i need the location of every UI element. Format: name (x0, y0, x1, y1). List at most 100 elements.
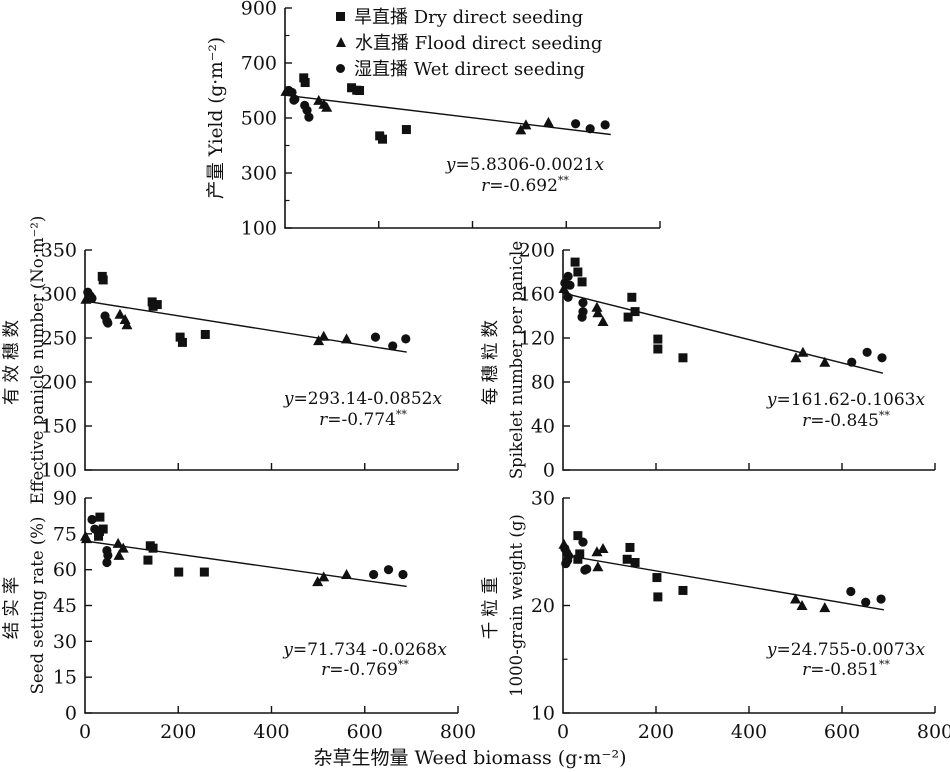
x-axis-tick-label: 0 (557, 721, 569, 743)
data-point-triangle (113, 549, 125, 560)
data-point-triangle (80, 533, 92, 544)
data-point-square (177, 337, 187, 347)
data-point-square (148, 301, 158, 311)
data-point-triangle (597, 316, 609, 326)
y-axis-tick-label: 0 (65, 703, 77, 725)
data-point-circle (876, 594, 886, 604)
y-axis-title-en: Effective panicle number (No·m⁻²) (28, 216, 47, 505)
data-point-square (401, 125, 411, 135)
y-axis-tick-label: 500 (241, 108, 277, 130)
data-point-square (575, 549, 585, 559)
legend-label: 旱直播 Dry direct seeding (354, 7, 584, 28)
triangle-marker-icon (336, 37, 346, 47)
data-point-square (573, 267, 583, 277)
data-point-triangle (591, 546, 603, 557)
legend-item-wet: 湿直播 Wet direct seeding (336, 55, 602, 81)
data-point-circle (577, 312, 587, 322)
data-point-square (678, 353, 688, 363)
regression-line (84, 540, 407, 588)
data-point-triangle (321, 101, 333, 112)
x-axis-tick-label: 200 (638, 721, 674, 743)
data-point-square (573, 554, 583, 564)
y-axis-tick-label: 15 (53, 667, 77, 689)
data-point-triangle (592, 307, 604, 318)
data-point-square (577, 277, 587, 287)
chart-yield: 100 300 500 700 900 y=5.8306-0.0021xr=-0.692*… (206, 0, 661, 240)
chart-panicle: 100 150 200 250 300 350 y=293.14-0.0852xr=-0.7… (2, 216, 459, 505)
data-point-circle (90, 524, 100, 534)
y-axis-tick-label: 10 (531, 703, 555, 725)
data-point-square (570, 257, 580, 267)
y-axis-tick-label: 150 (41, 416, 77, 438)
y-axis-tick-label: 0 (543, 460, 555, 482)
data-point-circle (571, 119, 581, 129)
equation-label: y=161.62-0.1063x (766, 390, 926, 410)
data-point-square (630, 307, 640, 317)
data-point-triangle (121, 319, 133, 330)
circle-marker-icon (336, 63, 345, 73)
data-point-square (355, 86, 365, 95)
data-point-triangle (592, 561, 604, 572)
y-axis-title-en: Spikelet number per panicle (507, 241, 526, 479)
data-point-square (653, 344, 663, 354)
regression-line (284, 94, 611, 136)
data-point-circle (861, 597, 871, 607)
data-point-circle (388, 341, 398, 351)
data-point-square (347, 83, 357, 93)
x-axis-tick-label: 600 (824, 721, 860, 743)
data-point-triangle (790, 593, 801, 604)
equation-label: y=5.8306-0.0021x (445, 155, 605, 175)
data-point-triangle (112, 537, 124, 548)
data-point-circle (401, 334, 411, 344)
y-axis-tick-label: 350 (41, 240, 77, 262)
regression-line (562, 292, 884, 374)
data-point-triangle (318, 571, 330, 582)
data-point-circle (87, 514, 97, 525)
data-point-square (98, 275, 108, 285)
data-point-square (148, 543, 158, 553)
data-point-triangle (341, 333, 353, 344)
data-point-square (623, 312, 633, 322)
legend-label: 水直播 Flood direct seeding (355, 33, 603, 54)
data-point-triangle (313, 94, 325, 105)
correlation-label: r=-0.774** (319, 408, 407, 430)
y-axis-title-en: 1000-grain weight (g) (507, 514, 526, 697)
data-point-square (653, 592, 663, 602)
data-point-square (200, 329, 210, 339)
data-point-triangle (117, 542, 129, 553)
data-point-triangle (520, 119, 532, 130)
x-axis-tick-label: 0 (79, 721, 91, 743)
data-point-square (299, 73, 309, 83)
data-point-circle (560, 278, 570, 288)
y-axis-tick-label: 75 (53, 523, 77, 545)
equation-label: y=293.14-0.0852x (283, 389, 443, 409)
data-point-circle (578, 298, 588, 308)
data-point-triangle (797, 346, 809, 357)
x-axis-tick-label: 800 (917, 721, 950, 743)
y-axis-tick-label: 120 (519, 328, 555, 350)
data-point-circle (383, 565, 394, 575)
y-axis-tick-label: 160 (519, 284, 555, 306)
y-axis-tick-label: 100 (41, 460, 77, 482)
data-point-circle (103, 550, 113, 560)
y-axis-title-cn: 有效穗数 (2, 315, 22, 405)
data-point-circle (289, 95, 299, 105)
y-axis-tick-label: 40 (531, 416, 555, 438)
chart-grain: 10 20 30 0 200 400 600 800 y=24.755-0.0073xr=-0.… (481, 488, 950, 744)
data-point-square (94, 531, 104, 541)
data-point-square (627, 292, 637, 302)
data-point-square (199, 567, 209, 577)
chart-spikelet: 0 40 80 120 160 200 y=161.62-0.1063xr=-0.845**… (481, 240, 936, 482)
y-axis-tick-label: 60 (53, 559, 77, 581)
data-point-circle (585, 124, 595, 134)
data-point-circle (370, 332, 381, 342)
correlation-label: r=-0.692** (481, 174, 569, 196)
correlation-label: r=-0.769** (321, 658, 409, 680)
data-point-square (300, 78, 310, 88)
y-axis-tick-label: 45 (53, 595, 77, 617)
data-point-circle (102, 557, 112, 568)
x-axis-tick-label: 600 (347, 721, 383, 743)
x-axis-title: 杂草生物量 Weed biomass (g·m⁻²) (313, 747, 627, 769)
data-point-triangle (796, 600, 808, 610)
